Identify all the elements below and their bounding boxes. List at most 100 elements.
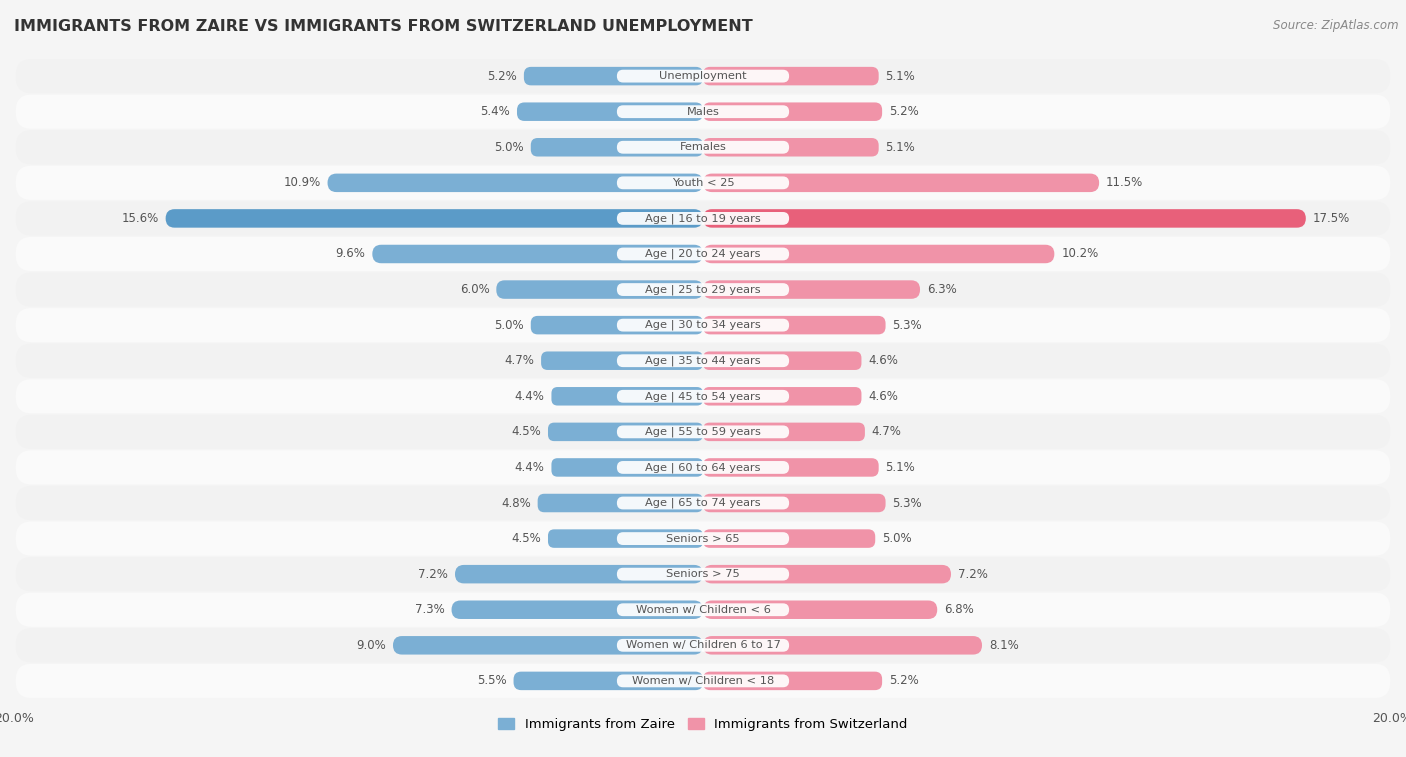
Text: 4.5%: 4.5% bbox=[512, 425, 541, 438]
FancyBboxPatch shape bbox=[617, 532, 789, 545]
Text: 5.1%: 5.1% bbox=[886, 461, 915, 474]
Text: 7.3%: 7.3% bbox=[415, 603, 444, 616]
FancyBboxPatch shape bbox=[531, 138, 703, 157]
Text: 5.2%: 5.2% bbox=[488, 70, 517, 83]
FancyBboxPatch shape bbox=[703, 458, 879, 477]
FancyBboxPatch shape bbox=[166, 209, 703, 228]
Text: Age | 45 to 54 years: Age | 45 to 54 years bbox=[645, 391, 761, 401]
FancyBboxPatch shape bbox=[551, 387, 703, 406]
FancyBboxPatch shape bbox=[15, 628, 1391, 662]
Text: 5.0%: 5.0% bbox=[495, 141, 524, 154]
Text: 11.5%: 11.5% bbox=[1107, 176, 1143, 189]
FancyBboxPatch shape bbox=[15, 450, 1391, 484]
FancyBboxPatch shape bbox=[617, 497, 789, 509]
Text: Unemployment: Unemployment bbox=[659, 71, 747, 81]
FancyBboxPatch shape bbox=[617, 70, 789, 83]
FancyBboxPatch shape bbox=[617, 461, 789, 474]
Text: Seniors > 75: Seniors > 75 bbox=[666, 569, 740, 579]
Text: IMMIGRANTS FROM ZAIRE VS IMMIGRANTS FROM SWITZERLAND UNEMPLOYMENT: IMMIGRANTS FROM ZAIRE VS IMMIGRANTS FROM… bbox=[14, 19, 752, 34]
FancyBboxPatch shape bbox=[15, 344, 1391, 378]
Text: 4.7%: 4.7% bbox=[505, 354, 534, 367]
Text: Age | 60 to 64 years: Age | 60 to 64 years bbox=[645, 463, 761, 472]
Text: Women w/ Children 6 to 17: Women w/ Children 6 to 17 bbox=[626, 640, 780, 650]
Text: 10.2%: 10.2% bbox=[1062, 248, 1098, 260]
FancyBboxPatch shape bbox=[15, 379, 1391, 413]
FancyBboxPatch shape bbox=[617, 354, 789, 367]
FancyBboxPatch shape bbox=[15, 95, 1391, 129]
FancyBboxPatch shape bbox=[617, 212, 789, 225]
FancyBboxPatch shape bbox=[15, 664, 1391, 698]
Text: 15.6%: 15.6% bbox=[121, 212, 159, 225]
Text: Females: Females bbox=[679, 142, 727, 152]
Text: Source: ZipAtlas.com: Source: ZipAtlas.com bbox=[1274, 19, 1399, 32]
Text: Age | 25 to 29 years: Age | 25 to 29 years bbox=[645, 285, 761, 294]
FancyBboxPatch shape bbox=[617, 425, 789, 438]
FancyBboxPatch shape bbox=[617, 319, 789, 332]
FancyBboxPatch shape bbox=[551, 458, 703, 477]
FancyBboxPatch shape bbox=[703, 102, 882, 121]
FancyBboxPatch shape bbox=[703, 173, 1099, 192]
FancyBboxPatch shape bbox=[617, 674, 789, 687]
Text: 4.6%: 4.6% bbox=[869, 354, 898, 367]
Text: Males: Males bbox=[686, 107, 720, 117]
FancyBboxPatch shape bbox=[524, 67, 703, 86]
FancyBboxPatch shape bbox=[617, 568, 789, 581]
FancyBboxPatch shape bbox=[541, 351, 703, 370]
FancyBboxPatch shape bbox=[617, 390, 789, 403]
Text: 5.2%: 5.2% bbox=[889, 105, 918, 118]
Text: 9.6%: 9.6% bbox=[336, 248, 366, 260]
Text: Age | 16 to 19 years: Age | 16 to 19 years bbox=[645, 213, 761, 223]
FancyBboxPatch shape bbox=[703, 565, 950, 584]
FancyBboxPatch shape bbox=[15, 201, 1391, 235]
FancyBboxPatch shape bbox=[703, 529, 875, 548]
FancyBboxPatch shape bbox=[703, 636, 981, 655]
FancyBboxPatch shape bbox=[703, 422, 865, 441]
FancyBboxPatch shape bbox=[15, 273, 1391, 307]
Text: Age | 35 to 44 years: Age | 35 to 44 years bbox=[645, 356, 761, 366]
Text: Age | 20 to 24 years: Age | 20 to 24 years bbox=[645, 249, 761, 259]
FancyBboxPatch shape bbox=[703, 494, 886, 512]
FancyBboxPatch shape bbox=[537, 494, 703, 512]
FancyBboxPatch shape bbox=[15, 522, 1391, 556]
FancyBboxPatch shape bbox=[703, 138, 879, 157]
Text: 4.4%: 4.4% bbox=[515, 461, 544, 474]
FancyBboxPatch shape bbox=[513, 671, 703, 690]
FancyBboxPatch shape bbox=[15, 557, 1391, 591]
FancyBboxPatch shape bbox=[617, 639, 789, 652]
FancyBboxPatch shape bbox=[617, 176, 789, 189]
Text: 5.1%: 5.1% bbox=[886, 141, 915, 154]
Text: 4.7%: 4.7% bbox=[872, 425, 901, 438]
Text: 5.2%: 5.2% bbox=[889, 674, 918, 687]
FancyBboxPatch shape bbox=[617, 105, 789, 118]
FancyBboxPatch shape bbox=[15, 415, 1391, 449]
FancyBboxPatch shape bbox=[703, 316, 886, 335]
FancyBboxPatch shape bbox=[15, 593, 1391, 627]
FancyBboxPatch shape bbox=[703, 600, 938, 619]
Text: 6.0%: 6.0% bbox=[460, 283, 489, 296]
FancyBboxPatch shape bbox=[548, 529, 703, 548]
Text: 5.4%: 5.4% bbox=[481, 105, 510, 118]
FancyBboxPatch shape bbox=[617, 248, 789, 260]
Text: 9.0%: 9.0% bbox=[356, 639, 387, 652]
Text: Youth < 25: Youth < 25 bbox=[672, 178, 734, 188]
FancyBboxPatch shape bbox=[496, 280, 703, 299]
Text: 7.2%: 7.2% bbox=[957, 568, 988, 581]
Text: Seniors > 65: Seniors > 65 bbox=[666, 534, 740, 544]
FancyBboxPatch shape bbox=[703, 671, 882, 690]
FancyBboxPatch shape bbox=[703, 351, 862, 370]
Text: Women w/ Children < 6: Women w/ Children < 6 bbox=[636, 605, 770, 615]
FancyBboxPatch shape bbox=[617, 283, 789, 296]
Text: 5.5%: 5.5% bbox=[477, 674, 506, 687]
Text: 4.4%: 4.4% bbox=[515, 390, 544, 403]
FancyBboxPatch shape bbox=[15, 59, 1391, 93]
FancyBboxPatch shape bbox=[548, 422, 703, 441]
Text: 5.3%: 5.3% bbox=[893, 319, 922, 332]
FancyBboxPatch shape bbox=[703, 209, 1306, 228]
Text: 6.8%: 6.8% bbox=[945, 603, 974, 616]
Text: 4.6%: 4.6% bbox=[869, 390, 898, 403]
FancyBboxPatch shape bbox=[703, 67, 879, 86]
Text: 8.1%: 8.1% bbox=[988, 639, 1019, 652]
FancyBboxPatch shape bbox=[617, 603, 789, 616]
FancyBboxPatch shape bbox=[15, 130, 1391, 164]
FancyBboxPatch shape bbox=[15, 486, 1391, 520]
